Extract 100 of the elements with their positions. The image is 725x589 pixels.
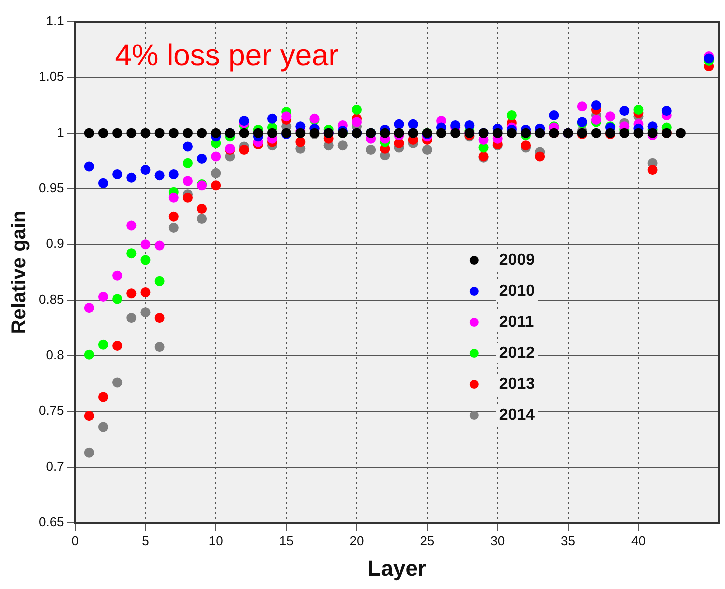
point bbox=[168, 192, 179, 203]
point bbox=[197, 154, 208, 164]
point bbox=[154, 128, 165, 138]
legend-label: 2014 bbox=[499, 406, 536, 424]
point bbox=[98, 292, 108, 302]
point bbox=[84, 350, 94, 360]
point bbox=[366, 145, 376, 156]
y-axis-title: Relative gain bbox=[8, 210, 31, 334]
point bbox=[154, 276, 165, 286]
x-tick-label: 10 bbox=[208, 533, 224, 548]
point bbox=[126, 172, 137, 183]
point bbox=[140, 288, 151, 298]
point bbox=[648, 128, 658, 138]
point bbox=[84, 162, 94, 172]
x-tick-label: 25 bbox=[420, 533, 435, 548]
point bbox=[112, 170, 123, 180]
point bbox=[154, 170, 165, 181]
y-tick-label: 1.05 bbox=[38, 69, 64, 84]
y-tick-label: 1.1 bbox=[46, 14, 64, 29]
point bbox=[450, 128, 461, 138]
point bbox=[211, 180, 222, 191]
point bbox=[197, 128, 208, 138]
legend-label: 2010 bbox=[499, 282, 536, 300]
point bbox=[126, 313, 137, 324]
point bbox=[140, 240, 151, 250]
point bbox=[98, 392, 108, 402]
point bbox=[84, 448, 94, 458]
point bbox=[282, 112, 292, 122]
point bbox=[140, 128, 151, 138]
point bbox=[197, 214, 208, 224]
point bbox=[126, 288, 137, 299]
point bbox=[239, 128, 250, 138]
point bbox=[296, 137, 306, 148]
point bbox=[112, 340, 123, 351]
point bbox=[211, 152, 222, 162]
x-tick-label: 5 bbox=[142, 533, 150, 548]
y-tick-label: 0.95 bbox=[38, 180, 64, 196]
x-axis-title: Layer bbox=[368, 556, 427, 581]
point bbox=[182, 158, 193, 168]
point bbox=[182, 176, 193, 186]
x-tick-label: 30 bbox=[490, 533, 506, 548]
point bbox=[197, 204, 208, 214]
point bbox=[436, 128, 447, 138]
point bbox=[154, 240, 165, 251]
point bbox=[422, 145, 432, 156]
point bbox=[620, 106, 630, 116]
point bbox=[140, 308, 151, 318]
point bbox=[126, 128, 137, 138]
point bbox=[98, 128, 108, 138]
point bbox=[98, 178, 108, 188]
point bbox=[267, 128, 278, 138]
point bbox=[591, 114, 602, 125]
point bbox=[662, 106, 672, 116]
point bbox=[267, 114, 278, 124]
point bbox=[506, 110, 517, 121]
point bbox=[140, 165, 151, 176]
legend-label: 2009 bbox=[499, 252, 536, 269]
point bbox=[182, 128, 193, 138]
x-tick-label: 0 bbox=[72, 533, 79, 548]
point bbox=[126, 220, 137, 231]
x-tick-label: 35 bbox=[561, 533, 576, 548]
legend-label: 2013 bbox=[499, 376, 536, 393]
point bbox=[112, 378, 123, 388]
point bbox=[239, 145, 250, 156]
x-tick-label: 20 bbox=[350, 533, 364, 548]
point bbox=[676, 128, 686, 138]
point bbox=[577, 102, 588, 112]
x-tick-label: 15 bbox=[279, 533, 294, 548]
y-tick-label: 0.65 bbox=[38, 514, 64, 530]
point bbox=[634, 104, 644, 115]
point bbox=[168, 222, 179, 233]
y-tick-label: 0.75 bbox=[38, 403, 64, 418]
point bbox=[591, 100, 602, 110]
point bbox=[98, 340, 108, 350]
point bbox=[634, 128, 644, 138]
point bbox=[84, 128, 94, 138]
point bbox=[182, 192, 193, 203]
y-tick-label: 0.85 bbox=[38, 292, 64, 307]
point bbox=[492, 128, 503, 138]
point bbox=[506, 128, 517, 138]
point bbox=[112, 128, 123, 138]
point bbox=[591, 128, 602, 138]
point bbox=[168, 170, 179, 180]
point bbox=[182, 142, 193, 152]
point bbox=[211, 128, 222, 138]
point bbox=[98, 422, 108, 432]
point bbox=[168, 128, 179, 138]
point bbox=[408, 119, 418, 130]
x-tick-label: 40 bbox=[631, 533, 646, 548]
y-tick-label: 0.9 bbox=[46, 236, 64, 252]
y-tick-label: 0.8 bbox=[46, 348, 64, 363]
point bbox=[154, 342, 165, 352]
point bbox=[352, 117, 362, 128]
point bbox=[140, 255, 151, 266]
point bbox=[394, 119, 404, 130]
annotation: 4% loss per year bbox=[115, 39, 339, 72]
point bbox=[338, 140, 348, 151]
point bbox=[549, 110, 560, 121]
point bbox=[84, 303, 94, 314]
point bbox=[606, 112, 616, 122]
